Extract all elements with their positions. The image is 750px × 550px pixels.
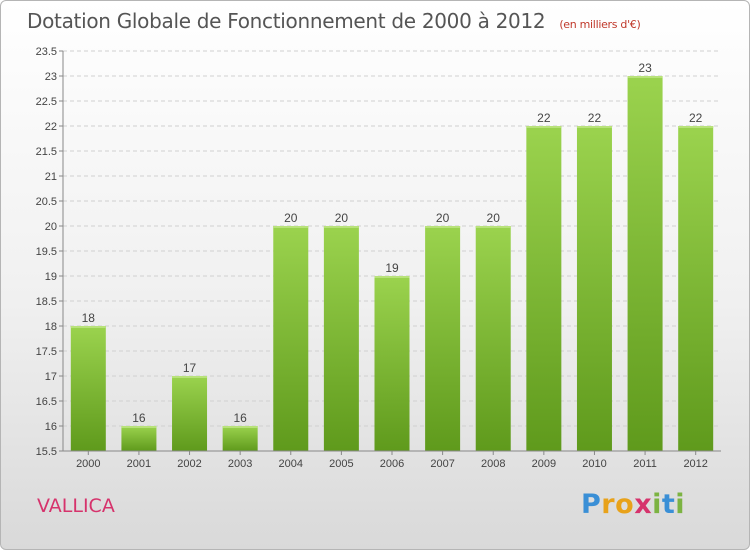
- x-tick-label: 2008: [481, 458, 505, 470]
- y-tick-label: 20: [45, 221, 57, 233]
- bar-highlight: [374, 276, 410, 278]
- bar-highlight: [222, 426, 258, 428]
- y-tick-label: 22.5: [36, 96, 57, 108]
- bar-highlight: [678, 126, 714, 128]
- x-tick-label: 2011: [633, 458, 657, 470]
- y-tick-label: 21.5: [36, 146, 57, 158]
- bar-highlight: [70, 326, 106, 328]
- y-tick-label: 19: [45, 271, 57, 283]
- y-tick-label: 16.5: [36, 396, 57, 408]
- bar: [374, 276, 410, 451]
- bar: [70, 326, 106, 451]
- bar-highlight: [425, 226, 461, 228]
- data-label: 20: [436, 211, 450, 225]
- x-tick-label: 2009: [532, 458, 556, 470]
- bar: [425, 226, 461, 451]
- bar-highlight: [121, 426, 157, 428]
- x-tick-label: 2010: [582, 458, 606, 470]
- commune-name: VALLICA: [37, 495, 115, 517]
- y-tick-label: 17.5: [36, 346, 57, 358]
- bar: [273, 226, 309, 451]
- y-tick-label: 23.5: [36, 46, 57, 58]
- bar: [121, 426, 157, 451]
- bar: [222, 426, 258, 451]
- data-label: 22: [588, 111, 602, 125]
- x-tick-label: 2003: [228, 458, 252, 470]
- data-label: 16: [233, 411, 247, 425]
- data-label: 16: [132, 411, 146, 425]
- bar: [526, 126, 562, 451]
- x-tick-label: 2004: [279, 458, 303, 470]
- bar: [576, 126, 612, 451]
- data-label: 20: [335, 211, 349, 225]
- data-label: 17: [183, 361, 197, 375]
- bar-highlight: [475, 226, 511, 228]
- y-tick-label: 15.5: [36, 446, 57, 458]
- bar: [475, 226, 511, 451]
- y-tick-label: 23: [45, 71, 57, 83]
- bar: [172, 376, 208, 451]
- unit-label: (en milliers d'€): [559, 18, 641, 31]
- x-tick-label: 2007: [430, 458, 454, 470]
- data-label: 20: [284, 211, 298, 225]
- bar: [678, 126, 714, 451]
- x-tick-label: 2001: [127, 458, 151, 470]
- bar: [323, 226, 359, 451]
- x-tick-label: 2012: [683, 458, 707, 470]
- data-label: 22: [537, 111, 551, 125]
- bar-highlight: [526, 126, 562, 128]
- proxiti-logo: Proxiti: [581, 489, 686, 520]
- data-label: 20: [487, 211, 501, 225]
- bar-highlight: [627, 76, 663, 78]
- data-label: 22: [689, 111, 703, 125]
- bar-highlight: [576, 126, 612, 128]
- bar-highlight: [323, 226, 359, 228]
- bar-highlight: [273, 226, 309, 228]
- x-tick-label: 2002: [177, 458, 201, 470]
- y-tick-label: 22: [45, 121, 57, 133]
- bar: [627, 76, 663, 451]
- y-tick-label: 18.5: [36, 296, 57, 308]
- title-text: Dotation Globale de Fonctionnement de 20…: [27, 9, 546, 33]
- data-label: 18: [82, 311, 96, 325]
- chart-title: Dotation Globale de Fonctionnement de 20…: [27, 9, 641, 33]
- x-tick-label: 2005: [329, 458, 353, 470]
- y-tick-label: 16: [45, 421, 57, 433]
- data-label: 23: [638, 61, 652, 75]
- y-tick-label: 20.5: [36, 196, 57, 208]
- y-tick-label: 19.5: [36, 246, 57, 258]
- y-tick-label: 17: [45, 371, 57, 383]
- y-tick-label: 18: [45, 321, 57, 333]
- data-label: 19: [385, 261, 399, 275]
- x-tick-label: 2000: [76, 458, 100, 470]
- bar-highlight: [172, 376, 208, 378]
- x-tick-label: 2006: [380, 458, 404, 470]
- y-tick-label: 21: [45, 171, 57, 183]
